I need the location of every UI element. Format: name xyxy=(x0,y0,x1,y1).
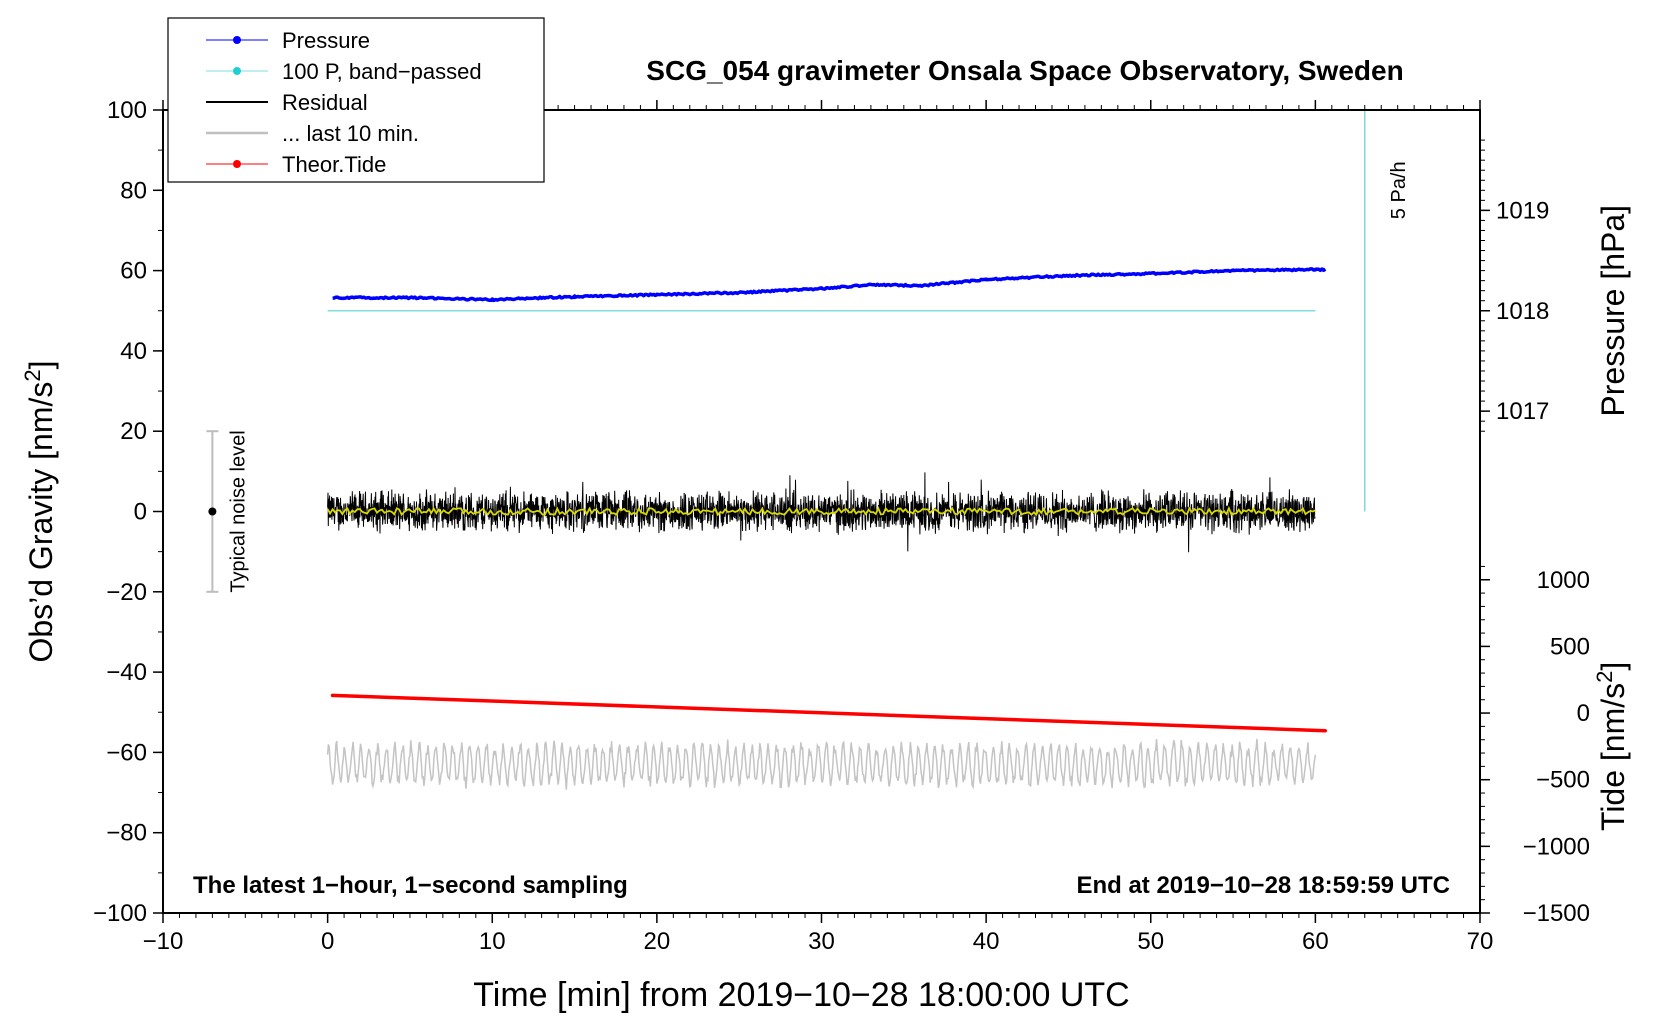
y-axis-label-pressure: Pressure [hPa] xyxy=(1595,205,1631,417)
pressure-tick-label: 1017 xyxy=(1496,398,1549,425)
y-tick-label: 40 xyxy=(120,338,147,365)
noise-bar-dot xyxy=(208,507,217,516)
legend-dot xyxy=(233,67,241,75)
pressure-tick-label: 1018 xyxy=(1496,298,1549,325)
series-residual-line xyxy=(327,472,1316,553)
series-pressure-line xyxy=(332,267,1327,303)
y-tick-label: −20 xyxy=(106,579,147,606)
x-axis-label: Time [min] from 2019−10−28 18:00:00 UTC xyxy=(473,976,1129,1014)
y-axis-label-tide-main: Tide [nm/s xyxy=(1595,683,1631,831)
legend-box xyxy=(167,17,545,183)
annotation-sampling: The latest 1−hour, 1−second sampling xyxy=(193,872,628,899)
legend-label: Theor.Tide xyxy=(282,152,386,177)
legend-dot xyxy=(233,160,241,168)
x-tick-label: −10 xyxy=(143,928,184,955)
series-tide-line xyxy=(330,693,1328,733)
noise-bar-label: Typical noise level xyxy=(227,430,249,592)
x-tick-label: 0 xyxy=(321,928,334,955)
x-tick-label: 70 xyxy=(1467,928,1494,955)
y-axis-label-left-main: Obs’d Gravity [nm/s xyxy=(23,382,59,663)
x-tick-label: 20 xyxy=(644,928,671,955)
legend-dot xyxy=(233,36,241,44)
tide-tick-label: 0 xyxy=(1577,700,1590,727)
chart-title: SCG_054 gravimeter Onsala Space Observat… xyxy=(646,55,1403,86)
legend-label: 100 P, band−passed xyxy=(282,59,482,84)
tide-tick-label: −1000 xyxy=(1523,833,1590,860)
y-tick-label: −40 xyxy=(106,659,147,686)
y-tick-label: 20 xyxy=(120,418,147,445)
y-axis-label-left: Obs’d Gravity [nm/s2] xyxy=(20,360,59,662)
series-last-10-min-line xyxy=(326,738,1317,790)
x-tick-label: 30 xyxy=(808,928,835,955)
pressure-tick-label: 1019 xyxy=(1496,197,1549,224)
x-tick-label: 10 xyxy=(479,928,506,955)
tide-tick-label: 500 xyxy=(1550,633,1590,660)
legend-label: Pressure xyxy=(282,28,370,53)
y-axis-label-tide-sup: 2 xyxy=(1592,671,1617,683)
tide-tick-label: 1000 xyxy=(1537,567,1590,594)
y-tick-label: 100 xyxy=(107,97,147,124)
y-tick-label: 60 xyxy=(120,258,147,285)
y-axis-label-tide-close: ] xyxy=(1595,662,1631,671)
y-tick-label: 80 xyxy=(120,177,147,204)
y-tick-label: −100 xyxy=(93,900,147,927)
y-tick-label: 0 xyxy=(134,499,147,526)
x-tick-label: 40 xyxy=(973,928,1000,955)
x-tick-label: 60 xyxy=(1302,928,1329,955)
rate-bar-label: 5 Pa/h xyxy=(1388,161,1410,219)
tide-tick-label: −500 xyxy=(1536,767,1590,794)
legend-label: Residual xyxy=(282,90,368,115)
y-axis-label-left-sup: 2 xyxy=(20,369,45,381)
tide-tick-label: −1500 xyxy=(1523,900,1590,927)
x-tick-label: 50 xyxy=(1137,928,1164,955)
y-axis-label-left-close: ] xyxy=(23,360,59,369)
series-smoothed-residual-line xyxy=(326,505,1316,517)
y-axis-label-tide: Tide [nm/s2] xyxy=(1592,662,1631,831)
y-tick-label: −60 xyxy=(106,739,147,766)
y-tick-label: −80 xyxy=(106,820,147,847)
annotation-end-time: End at 2019−10−28 18:59:59 UTC xyxy=(1076,872,1450,899)
legend-label: ... last 10 min. xyxy=(282,121,419,146)
